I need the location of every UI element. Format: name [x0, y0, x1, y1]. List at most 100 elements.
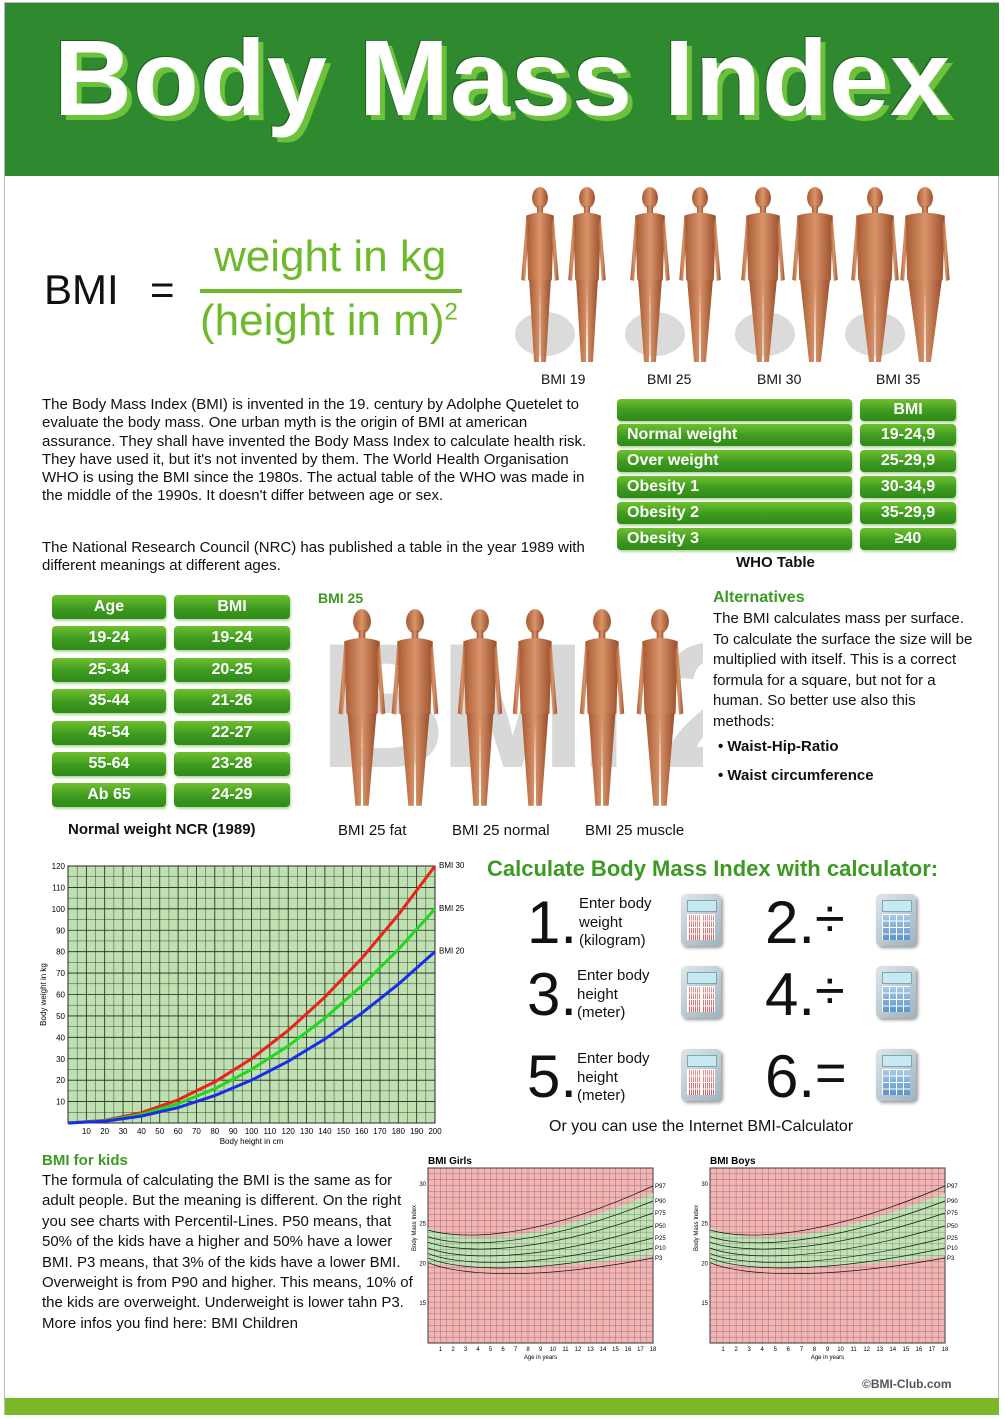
- ncr-cell: 21-26: [174, 689, 290, 713]
- legs-shape: [645, 713, 675, 806]
- x-tick-label: 200: [428, 1127, 442, 1136]
- y-tick-label: 120: [52, 862, 66, 871]
- x-tick-label: 3: [464, 1347, 468, 1353]
- legs-shape: [521, 713, 549, 806]
- arm-shape: [550, 217, 559, 281]
- neck-shape: [537, 205, 543, 214]
- arm-shape: [636, 643, 646, 715]
- head-shape: [526, 609, 544, 634]
- arm-shape: [338, 643, 348, 715]
- arm-shape: [391, 643, 401, 715]
- x-tick-label: 15: [612, 1347, 619, 1353]
- who-row-label: Normal weight: [617, 424, 852, 446]
- footer-bar: [5, 1398, 999, 1415]
- header-bar: [5, 3, 999, 176]
- who-header-blank: [617, 399, 852, 421]
- percentile-line: [427, 1185, 654, 1236]
- step-2-number: 2.: [765, 889, 816, 956]
- y-tick-label: 20: [56, 1076, 65, 1085]
- calculator-icon: [681, 894, 721, 946]
- neck-shape: [697, 205, 703, 214]
- legs-shape: [400, 713, 430, 806]
- alternative-bullet: • Waist-Hip-Ratio: [718, 738, 839, 755]
- percentile-label: P50: [947, 1224, 958, 1230]
- bmi25-label: BMI 25 normal: [452, 822, 550, 839]
- x-tick-label: 3: [747, 1347, 751, 1353]
- arm-shape: [741, 217, 750, 281]
- percentile-line: [427, 1247, 654, 1269]
- x-tick-label: 70: [192, 1127, 201, 1136]
- y-tick-label: 30: [701, 1182, 708, 1188]
- percentile-label: P10: [947, 1246, 958, 1252]
- x-tick-label: 16: [625, 1347, 632, 1353]
- legs-shape: [588, 713, 616, 806]
- head-shape: [807, 186, 823, 209]
- divide-sign: ÷: [815, 889, 845, 949]
- who-row-value: 19-24,9: [860, 424, 956, 446]
- head-shape: [406, 609, 424, 634]
- x-tick-label: 8: [813, 1347, 817, 1353]
- percentile-label: P97: [947, 1184, 958, 1190]
- neck-shape: [531, 630, 539, 640]
- ncr-header-bmi: BMI: [174, 595, 290, 619]
- neck-shape: [922, 205, 928, 214]
- head-shape: [532, 186, 548, 209]
- neck-shape: [476, 630, 484, 640]
- x-tick-label: 18: [650, 1347, 657, 1353]
- y-tick-label: 40: [56, 1033, 65, 1042]
- percentile-line: [427, 1225, 654, 1257]
- x-tick-label: 8: [526, 1347, 530, 1353]
- torso-shape: [526, 212, 554, 285]
- percentile-label: P10: [655, 1246, 666, 1252]
- x-tick-label: 10: [82, 1127, 91, 1136]
- neck-shape: [647, 205, 653, 214]
- x-tick-label: 17: [637, 1347, 644, 1353]
- ncr-cell: 20-25: [174, 658, 290, 682]
- calculator-icon: [876, 966, 916, 1018]
- torso-shape: [797, 212, 833, 285]
- x-tick-label: 10: [837, 1347, 844, 1353]
- arm-shape: [429, 643, 439, 715]
- percentile-line: [709, 1200, 946, 1244]
- arm-shape: [548, 643, 558, 715]
- bmi25-label: BMI 25 muscle: [585, 822, 685, 839]
- x-tick-label: 110: [263, 1127, 276, 1136]
- step-1-text: Enter body weight (kilogram): [579, 895, 652, 949]
- kids-heading: BMI for kids: [42, 1152, 128, 1169]
- percentile-label: P25: [655, 1236, 666, 1242]
- formula-lhs: BMI: [44, 266, 119, 313]
- bmi25-label: BMI 25 fat: [338, 822, 407, 839]
- x-tick-label: 90: [229, 1127, 238, 1136]
- arm-shape: [829, 217, 838, 281]
- internet-calculator-link[interactable]: Or you can use the Internet BMI-Calculat…: [549, 1118, 854, 1135]
- percentile-line: [709, 1247, 946, 1269]
- ncr-cell: 55-64: [52, 752, 166, 776]
- x-tick-label: 40: [137, 1127, 146, 1136]
- torso-shape: [635, 212, 665, 285]
- fraction-line: [200, 289, 462, 293]
- arm-shape: [615, 643, 625, 715]
- who-row-value: 25-29,9: [860, 450, 956, 472]
- x-axis-label: Age in years: [524, 1355, 557, 1361]
- head-shape: [867, 186, 883, 209]
- arm-shape: [661, 217, 670, 281]
- x-tick-label: 11: [850, 1347, 857, 1353]
- arm-shape: [851, 217, 860, 281]
- legs-shape: [529, 279, 551, 363]
- torso-shape: [856, 212, 894, 285]
- percentile-label: P90: [655, 1199, 666, 1205]
- head-shape: [917, 186, 933, 209]
- x-tick-label: 30: [119, 1127, 128, 1136]
- figure-label: BMI 19: [541, 371, 586, 387]
- calculator-icon: [876, 894, 916, 946]
- y-tick-label: 30: [56, 1055, 65, 1064]
- head-shape: [642, 186, 658, 209]
- torso-shape: [344, 638, 380, 720]
- calculator-icon: [681, 1049, 721, 1101]
- percentile-line: [709, 1212, 946, 1250]
- ncr-table-caption: Normal weight NCR (1989): [68, 821, 256, 838]
- x-tick-label: 10: [550, 1347, 557, 1353]
- x-tick-label: 180: [392, 1127, 406, 1136]
- y-tick-label: 50: [56, 1012, 65, 1021]
